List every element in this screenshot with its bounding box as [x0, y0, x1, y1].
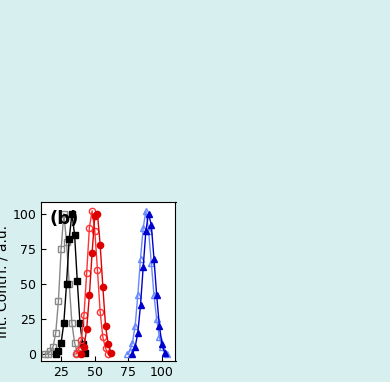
Y-axis label: Int. Contri. / a.u.: Int. Contri. / a.u. [0, 225, 9, 338]
Text: (b): (b) [49, 210, 78, 228]
